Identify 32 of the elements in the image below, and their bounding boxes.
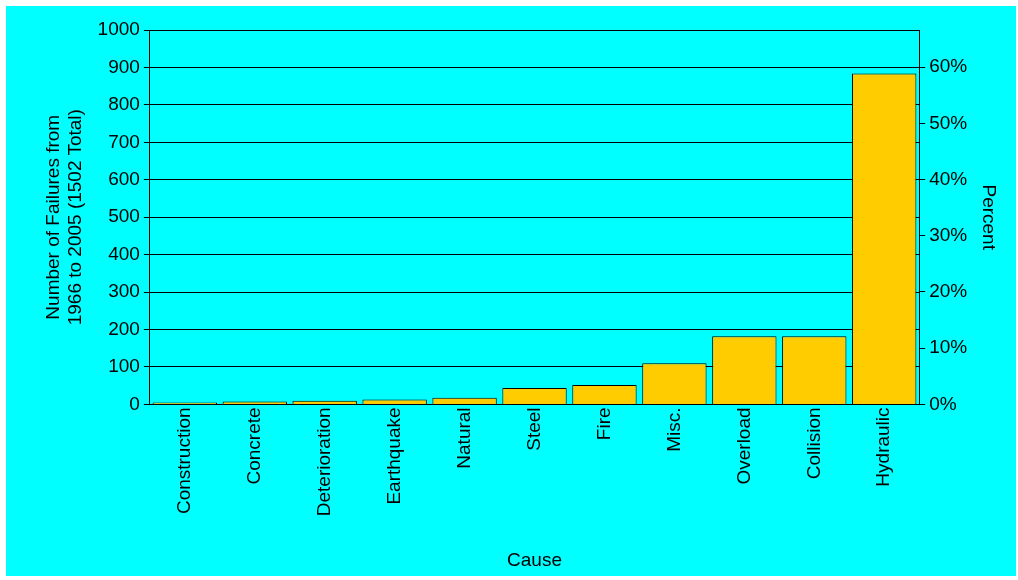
y2-tick-label: 10% — [929, 336, 968, 358]
y-tick-label: 700 — [108, 130, 140, 152]
y-tick-label: 1000 — [97, 18, 140, 40]
x-tick-label: Steel — [522, 407, 544, 451]
y-tick-label: 900 — [108, 55, 140, 77]
y-tick-label: 600 — [108, 168, 140, 189]
y2-tick-label: 30% — [929, 224, 968, 245]
x-tick-label: Overload — [732, 407, 754, 485]
y2-tick-label: 50% — [929, 111, 968, 133]
x-tick-label: Earthquake — [382, 407, 404, 505]
x-tick-label: Natural — [452, 407, 474, 469]
y2-tick-label: 20% — [929, 280, 968, 302]
x-tick-label: Misc. — [662, 407, 684, 452]
x-tick-label: Collision — [802, 407, 824, 480]
y2-tick-label: 0% — [929, 392, 957, 414]
x-tick-label: Fire — [592, 407, 614, 441]
y-axis-title: Number of Failures from 1966 to 2005 (1502 Total) — [41, 109, 86, 326]
x-tick-label: Concrete — [243, 407, 265, 485]
y-tick-label: 200 — [108, 317, 140, 339]
x-tick-label: Construction — [173, 407, 195, 515]
x-axis-title: Cause — [507, 548, 562, 570]
y2-tick-label: 40% — [929, 167, 968, 189]
y-tick-label: 800 — [108, 93, 140, 115]
y-tick-label: 0 — [129, 392, 140, 414]
y-tick-label: 100 — [108, 355, 140, 377]
y2-tick-label: 60% — [929, 55, 968, 77]
y-tick-label: 300 — [108, 280, 140, 302]
y2-axis-title: Percent — [979, 184, 1001, 251]
x-tick-label: Hydraulic — [872, 407, 894, 487]
y-tick-label: 500 — [108, 205, 140, 227]
x-tick-label: Deterioration — [312, 407, 334, 517]
y-tick-label: 400 — [108, 242, 140, 264]
